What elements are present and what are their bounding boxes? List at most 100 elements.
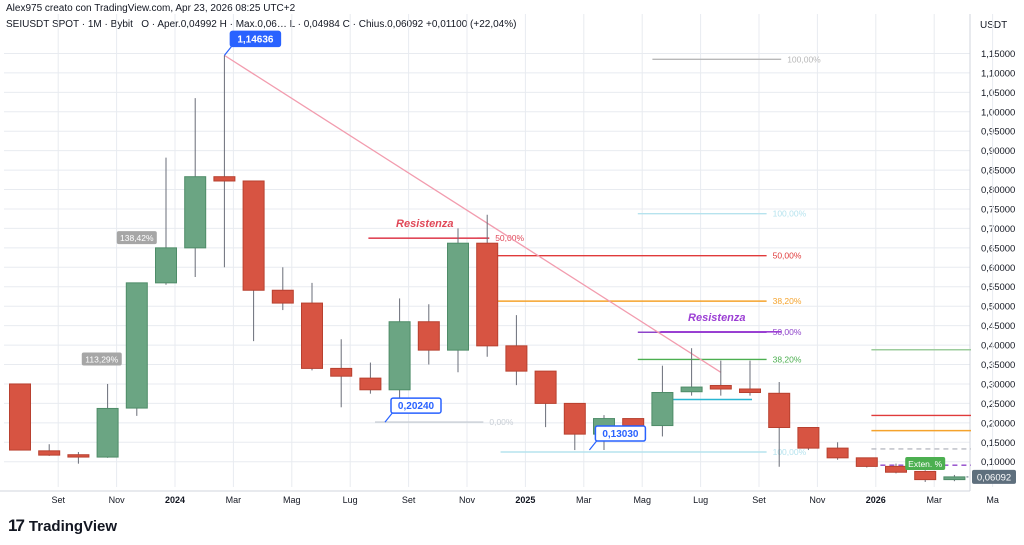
percent-badge-label: 138,42% [120, 233, 154, 243]
candle-body [447, 242, 469, 351]
candle-body [768, 392, 791, 429]
x-tick-label: 2025 [515, 495, 535, 505]
y-tick-label: 0,15000 [981, 438, 1015, 449]
x-tick-label: Set [752, 495, 766, 505]
x-tick-label: Mar [576, 495, 592, 505]
candle-body [476, 242, 499, 347]
y-tick-label: 0,80000 [981, 185, 1015, 196]
x-tick-label: 2024 [165, 495, 185, 505]
x-tick-label: Nov [109, 495, 126, 505]
y-tick-label: 0,20000 [981, 418, 1015, 429]
candle-body [651, 392, 674, 427]
candle-body [709, 385, 732, 390]
price-callout-label: 0,13030 [602, 429, 639, 440]
y-tick-label: 0,60000 [981, 263, 1015, 274]
last-price-tag [972, 469, 1016, 484]
y-tick-label: 0,40000 [981, 341, 1015, 352]
percent-badge [905, 457, 946, 471]
candle-body [125, 282, 148, 409]
y-tick-label: 0,10000 [981, 457, 1015, 468]
x-tick-label: Mag [283, 495, 301, 505]
candle-body [914, 470, 937, 481]
candle-body [213, 176, 236, 182]
candle-body [330, 367, 353, 377]
x-tick-label: Mar [226, 495, 242, 505]
x-tick-label: Ma [986, 495, 999, 505]
x-tick-label: Set [51, 495, 65, 505]
brand-name: TradingView [28, 517, 118, 535]
tradingview-logo[interactable]: 17 TradingView [8, 516, 117, 536]
y-tick-label: 0,25000 [981, 399, 1015, 410]
callout-pointer [588, 439, 598, 451]
x-tick-label: Mar [926, 495, 942, 505]
candle-body [505, 345, 528, 372]
callout-pointer [384, 411, 394, 423]
y-tick-label: 0,75000 [981, 204, 1015, 215]
fib-level-label: 100,00% [773, 209, 807, 219]
fib-level-label: 100,00% [787, 54, 821, 64]
y-tick-label: 0,50000 [981, 302, 1015, 313]
author-line: Alex975 creato con TradingView.com, Apr … [6, 3, 296, 14]
resistance-label: Resistenza [396, 218, 453, 230]
candle-body [301, 302, 323, 369]
candle-body [797, 427, 820, 449]
y-tick-label: 0,65000 [981, 243, 1015, 254]
price-callout-label: 0,20240 [398, 401, 435, 412]
descending-trendline [224, 54, 722, 373]
ohlc-values: O · Aper.0,04992 H · Max.0,06… L · 0,049… [141, 19, 517, 30]
price-callout-label: 1,14636 [237, 34, 274, 45]
y-tick-label: 0,55000 [981, 282, 1015, 293]
candle-body [826, 447, 849, 459]
currency-label: USDT [980, 20, 1008, 31]
price-callout [229, 30, 282, 48]
candle-body [739, 388, 761, 394]
x-tick-label: Mag [633, 495, 651, 505]
y-tick-label: 1,15000 [981, 49, 1015, 60]
x-tick-label: Nov [459, 495, 476, 505]
candle-body [67, 454, 90, 458]
candle-body [359, 377, 382, 391]
candle-body [271, 289, 294, 304]
x-tick-label: Lug [343, 495, 358, 505]
y-tick-label: 0,90000 [981, 146, 1015, 157]
percent-badge [81, 352, 122, 366]
y-tick-label: 0,95000 [981, 127, 1015, 138]
fib-level-label: 100,00% [773, 447, 807, 457]
candle-body [855, 457, 878, 467]
candle-body [885, 465, 907, 473]
last-price-label: 0,06092 [977, 472, 1011, 483]
y-tick-label: 0,30000 [981, 379, 1015, 390]
y-tick-label: 0,35000 [981, 360, 1015, 371]
percent-badge-label: Exten. % [908, 459, 942, 469]
candle-body [38, 450, 61, 456]
candle-body [417, 321, 440, 351]
candle-body [563, 402, 586, 435]
candle-body [388, 321, 411, 391]
candle-body [184, 176, 207, 249]
y-tick-label: 1,10000 [981, 68, 1015, 79]
fib-level-label: 38,20% [773, 354, 802, 364]
fib-level-label: 38,20% [773, 296, 802, 306]
fib-level-label: 50,00% [773, 327, 802, 337]
callout-pointer [223, 45, 233, 56]
percent-badge [116, 231, 157, 245]
x-tick-label: Set [402, 495, 416, 505]
resistance-label: Resistenza [688, 312, 745, 324]
y-tick-label: 1,00000 [981, 107, 1015, 118]
percent-badge-label: 113,29% [85, 354, 118, 364]
x-tick-label: 2026 [866, 495, 886, 505]
symbol-label[interactable]: SEIUSDT SPOT · 1M · Bybit [6, 19, 133, 30]
candle-body [242, 180, 265, 291]
price-callout [390, 397, 442, 414]
y-tick-label: 0,85000 [981, 166, 1015, 177]
x-tick-label: Lug [693, 495, 708, 505]
candle-body [534, 370, 557, 404]
candle-body [680, 386, 703, 393]
candle-body [622, 418, 645, 427]
candle-body [155, 247, 177, 284]
candle-body [96, 407, 119, 458]
tradingview-mark-icon: 17 [8, 516, 25, 535]
fib-level-label: 0,00% [489, 417, 514, 427]
y-tick-label: 0,70000 [981, 224, 1015, 235]
